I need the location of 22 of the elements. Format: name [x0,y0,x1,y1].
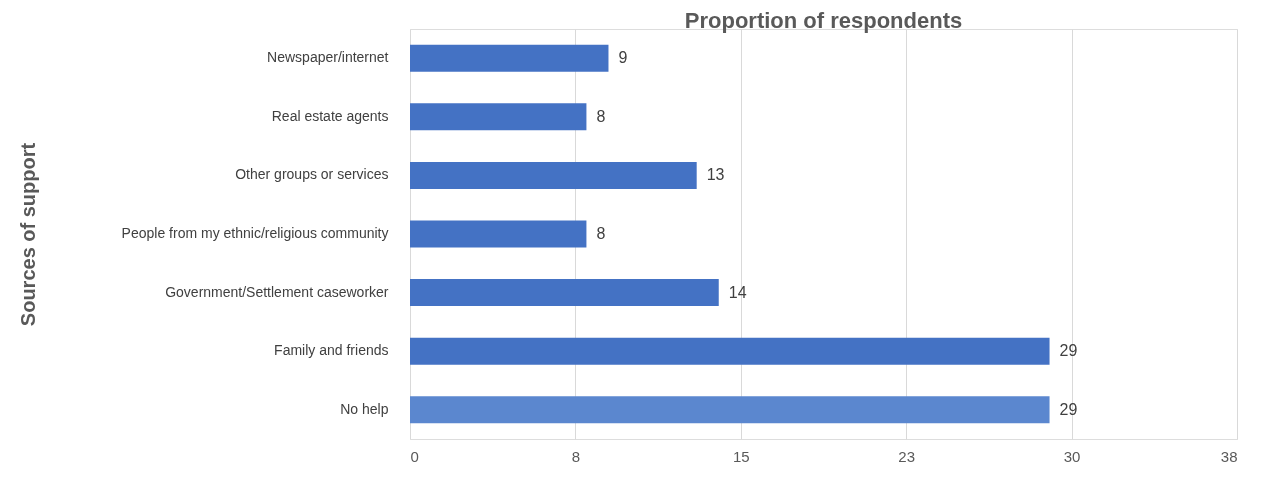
y-tick-label: People from my ethnic/religious community [121,225,389,241]
x-tick-label: 38 [1220,447,1238,465]
x-tick-label: 8 [571,447,581,465]
y-tick-label: Government/Settlement caseworker [165,283,389,300]
y-tick-label: No help [340,400,389,417]
y-axis-title: Sources of support [16,142,39,327]
chart-title: Proportion of respondents [684,8,963,33]
data-label: 9 [618,49,628,67]
x-tick-label: 15 [732,447,750,465]
y-tick-label: Other groups or services [235,166,389,183]
x-tick-label: 30 [1063,447,1081,465]
data-label: 13 [706,166,725,184]
x-tick-label: 0 [410,447,419,465]
x-tick-label: 23 [898,447,916,465]
data-label: 29 [1059,342,1078,360]
y-tick-label: Family and friends [274,342,389,359]
data-label: 14 [728,283,747,301]
data-label: 8 [596,225,606,242]
data-label: 29 [1059,400,1078,418]
y-tick-label: Newspaper/internet [267,49,389,66]
y-tick-label: Real estate agents [271,107,389,124]
data-label: 8 [596,107,606,125]
